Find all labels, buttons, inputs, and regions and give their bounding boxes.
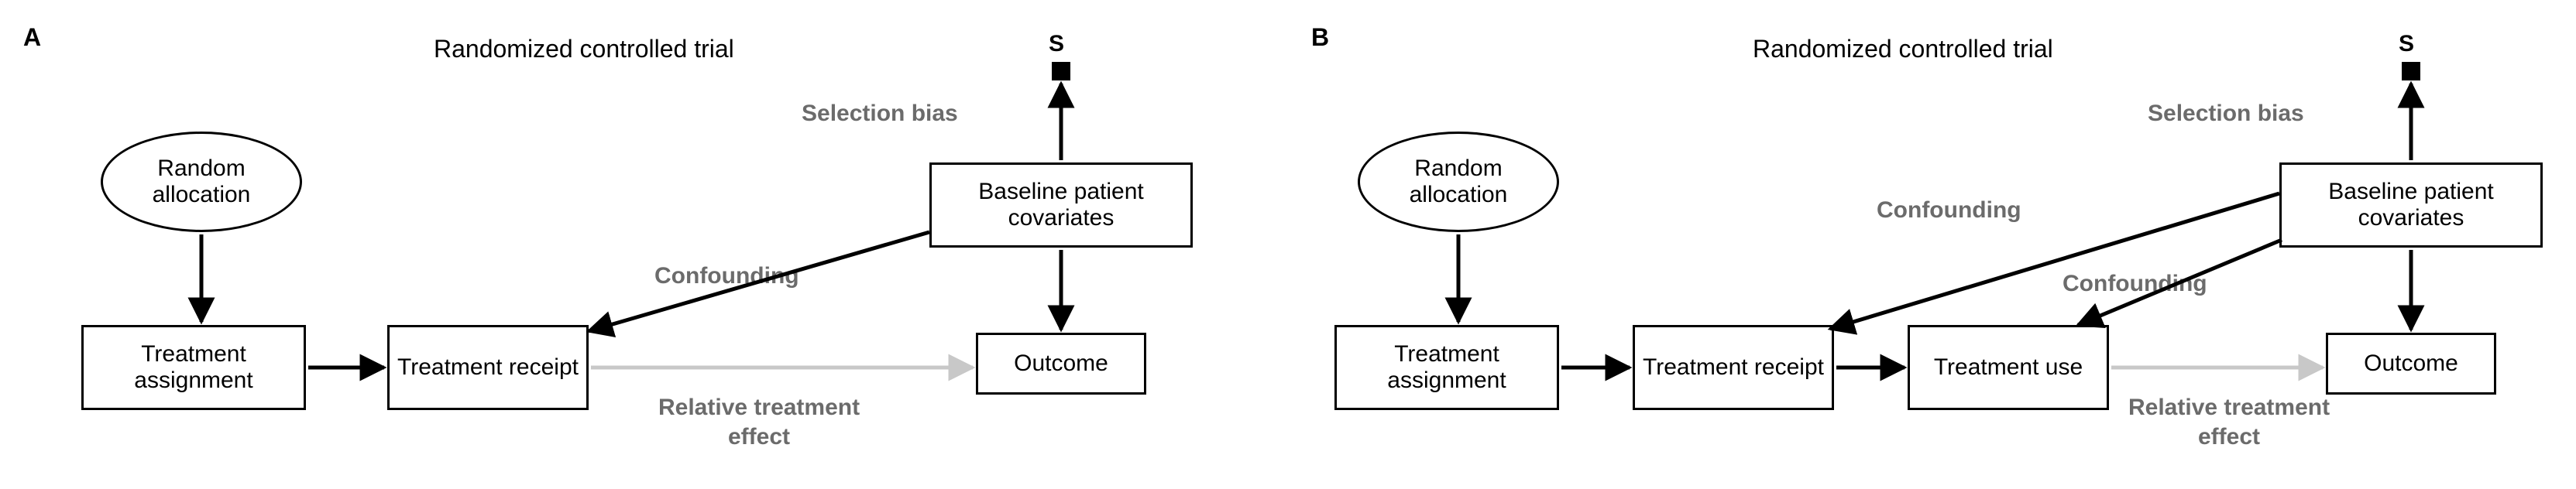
node-baseline-covariates: Baseline patient covariates	[2279, 162, 2543, 248]
edge-label-confounding-2: Confounding	[2063, 271, 2207, 297]
edge-label-rel-effect-1: Relative treatment	[658, 395, 860, 421]
edge-label-confounding: Confounding	[654, 263, 799, 289]
node-label: Random allocation	[1368, 156, 1549, 209]
panel-a: A Randomized controlled trial Random all…	[0, 0, 1288, 489]
node-label: Treatment assignment	[91, 341, 296, 395]
s-letter: S	[2399, 31, 2414, 57]
edge-label-selection-bias: Selection bias	[802, 101, 958, 127]
s-letter: S	[1049, 31, 1064, 57]
node-treatment-assignment: Treatment assignment	[81, 325, 306, 410]
node-label: Treatment assignment	[1345, 341, 1549, 395]
node-treatment-receipt: Treatment receipt	[1633, 325, 1834, 410]
edge-label-rel-effect-1: Relative treatment	[2128, 395, 2330, 421]
node-label: Random allocation	[111, 156, 292, 209]
node-label: Baseline patient covariates	[2289, 179, 2533, 232]
node-random-allocation: Random allocation	[1358, 132, 1559, 232]
node-label: Treatment receipt	[1643, 354, 1824, 381]
s-marker-square	[1052, 62, 1070, 80]
node-treatment-assignment: Treatment assignment	[1334, 325, 1559, 410]
node-treatment-use: Treatment use	[1908, 325, 2109, 410]
s-marker-square	[2402, 62, 2420, 80]
node-treatment-receipt: Treatment receipt	[387, 325, 589, 410]
node-label: Treatment receipt	[397, 354, 579, 381]
panel-letter-a: A	[23, 23, 41, 52]
panel-b: B Randomized controlled trial Random all…	[1288, 0, 2576, 489]
panel-a-title: Randomized controlled trial	[434, 35, 734, 63]
edge-label-confounding-1: Confounding	[1877, 197, 2021, 224]
node-random-allocation: Random allocation	[101, 132, 302, 232]
panel-b-title: Randomized controlled trial	[1753, 35, 2053, 63]
node-baseline-covariates: Baseline patient covariates	[929, 162, 1193, 248]
edge-label-rel-effect-2: effect	[2198, 424, 2260, 450]
node-outcome: Outcome	[976, 333, 1146, 395]
node-outcome: Outcome	[2326, 333, 2496, 395]
node-label: Treatment use	[1934, 354, 2083, 381]
node-label: Outcome	[1014, 351, 1108, 378]
figure-wrap: A Randomized controlled trial Random all…	[0, 0, 2576, 489]
panel-letter-b: B	[1311, 23, 1329, 52]
edge-label-selection-bias: Selection bias	[2148, 101, 2304, 127]
node-label: Baseline patient covariates	[939, 179, 1183, 232]
node-label: Outcome	[2364, 351, 2458, 378]
edge-label-rel-effect-2: effect	[728, 424, 790, 450]
